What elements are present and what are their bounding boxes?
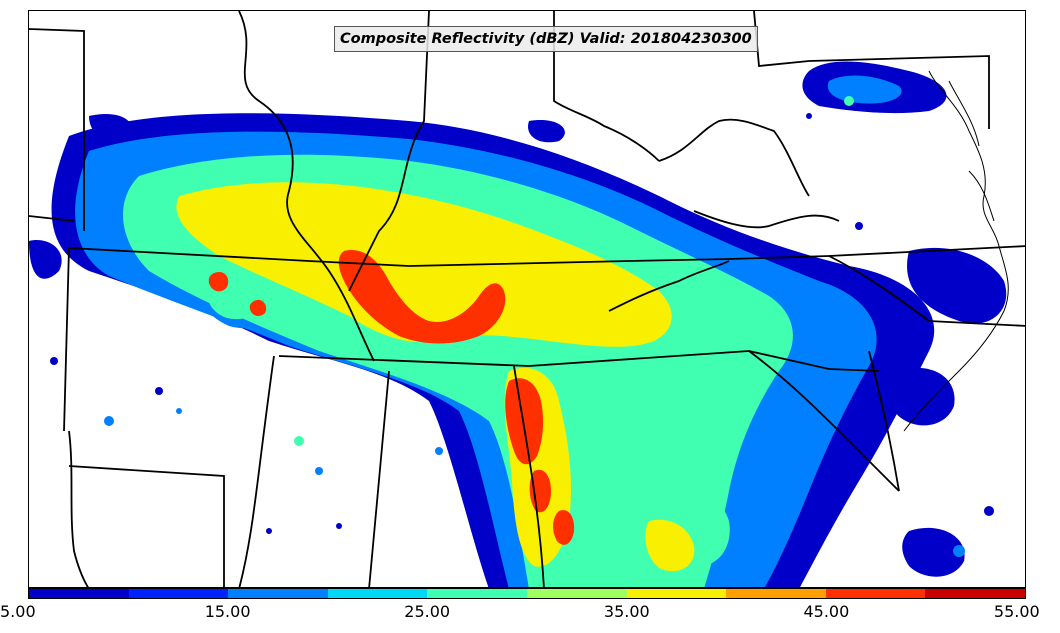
colorbar-tick-label: 25.00 [404, 602, 451, 621]
coastlines [903, 70, 1009, 432]
colorbar-tick-label: 45.00 [803, 602, 850, 621]
colorbar-segment [128, 589, 229, 598]
colorbar-tick-label: 55.00 [993, 602, 1040, 621]
state-borders [29, 11, 1025, 587]
colorbar-segment [427, 589, 527, 598]
colorbar-segment [726, 589, 826, 598]
colorbar-segment [327, 589, 428, 598]
colorbar-segment [825, 589, 926, 598]
map-area[interactable]: Composite Reflectivity (dBZ) Valid: 2018… [28, 10, 1026, 588]
colorbar-segment [228, 589, 328, 598]
colorbar-segment [29, 589, 129, 598]
colorbar-tick-label: 15.00 [204, 602, 251, 621]
colorbar-tick-label: 5.00 [0, 602, 36, 621]
map-title: Composite Reflectivity (dBZ) Valid: 2018… [334, 26, 758, 52]
colorbar-segment [526, 589, 627, 598]
echo-layer-45dbz [208, 250, 575, 545]
colorbar-tick-label: 35.00 [603, 602, 650, 621]
reflectivity-map [29, 11, 1025, 587]
colorbar-segment [925, 589, 1025, 598]
colorbar-segment [626, 589, 727, 598]
colorbar [28, 588, 1026, 599]
scattered-echoes [50, 96, 994, 557]
